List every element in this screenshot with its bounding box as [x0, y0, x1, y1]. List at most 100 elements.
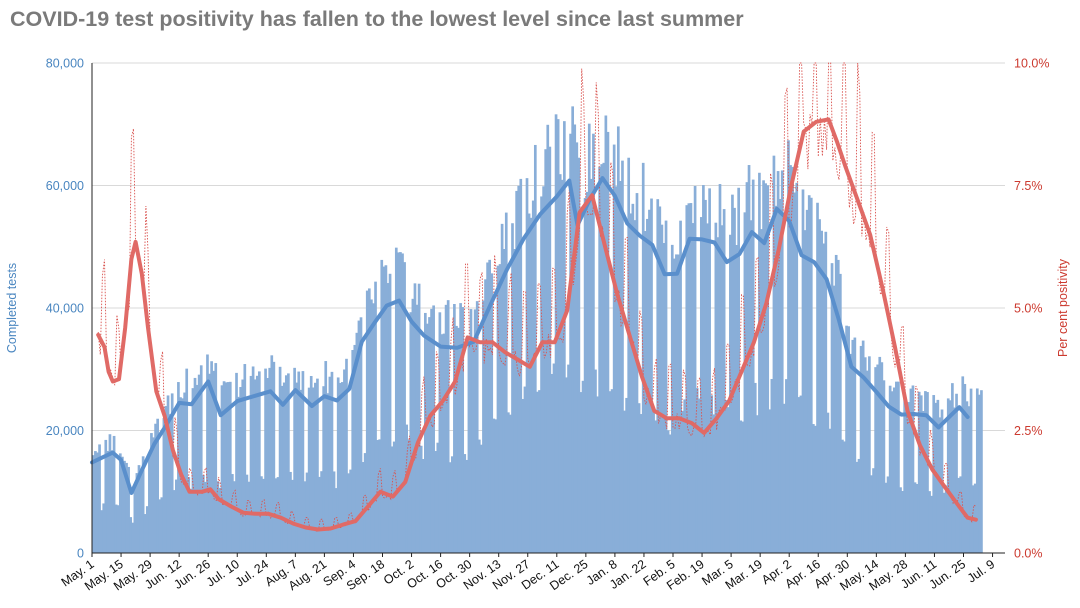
daily-tests-bar [442, 333, 446, 553]
daily-tests-bar [191, 388, 195, 553]
daily-tests-bar [959, 476, 963, 553]
daily-tests-bar [928, 491, 931, 553]
daily-tests-bar [228, 381, 232, 553]
daily-tests-bar [957, 477, 960, 553]
daily-tests-bar [946, 398, 950, 553]
daily-tests-bar [127, 466, 130, 553]
daily-tests-bar [502, 249, 506, 553]
daily-tests-bar [880, 362, 884, 553]
daily-tests-bar [405, 424, 408, 553]
daily-tests-bar [606, 131, 610, 553]
daily-tests-bar [475, 301, 479, 553]
daily-tests-bar [975, 388, 979, 553]
daily-tests-bar [175, 479, 178, 553]
daily-tests-bar [328, 376, 332, 553]
daily-tests-bar [587, 123, 591, 553]
y-right-tick-label: 2.5% [1014, 424, 1043, 438]
daily-tests-bar [162, 418, 166, 553]
daily-tests-bar [571, 106, 574, 554]
daily-tests-bar [733, 207, 736, 553]
daily-tests-bar [886, 476, 890, 553]
daily-tests-bar [876, 364, 880, 553]
daily-tests-bar [544, 149, 548, 553]
daily-tests-bar [330, 371, 334, 553]
daily-tests-bar [704, 199, 707, 553]
daily-tests-bar [965, 401, 969, 553]
daily-tests-bar [216, 481, 220, 553]
daily-tests-bar [785, 379, 788, 553]
daily-tests-bar [237, 396, 240, 553]
daily-tests-bar [673, 258, 676, 553]
daily-tests-bar [324, 361, 328, 553]
daily-tests-bar [116, 505, 120, 553]
daily-tests-bar [349, 469, 352, 553]
daily-tests-bar [521, 398, 525, 553]
daily-tests-bar [284, 375, 288, 553]
daily-tests-bar [695, 388, 699, 553]
daily-tests-bar [903, 394, 906, 553]
daily-tests-bar [436, 442, 440, 553]
daily-tests-bar [801, 189, 805, 553]
daily-tests-bar [944, 485, 948, 553]
daily-tests-bar [432, 305, 435, 553]
daily-tests-bar [980, 390, 983, 553]
daily-tests-bar [264, 368, 267, 553]
daily-tests-bar [542, 186, 545, 553]
daily-tests-bar [635, 193, 639, 554]
daily-tests-bar [567, 364, 570, 553]
daily-tests-bar [546, 124, 550, 553]
daily-tests-bar [621, 160, 624, 553]
daily-tests-bar [131, 522, 135, 553]
daily-tests-bar [768, 409, 772, 553]
daily-tests-bar [874, 367, 877, 553]
daily-tests-bar [648, 209, 651, 553]
daily-tests-bar [492, 418, 496, 553]
daily-tests-bar [382, 266, 386, 553]
daily-tests-bar [961, 376, 965, 553]
daily-tests-bar [809, 197, 813, 554]
daily-tests-bar [438, 312, 442, 553]
daily-tests-bar [141, 456, 145, 553]
daily-tests-bar [926, 392, 929, 553]
y-right-tick-label: 7.5% [1014, 179, 1043, 193]
daily-tests-bar [390, 446, 394, 553]
y-left-tick-label: 80,000 [46, 57, 84, 71]
daily-tests-bar [787, 140, 790, 553]
daily-tests-bar [888, 385, 892, 553]
daily-tests-bar [287, 373, 290, 553]
daily-tests-bar [338, 382, 342, 553]
daily-tests-bar [907, 402, 911, 553]
daily-tests-bar [884, 482, 888, 553]
daily-tests-bar [623, 410, 626, 553]
daily-tests-bar [563, 121, 566, 553]
daily-tests-bar [857, 458, 861, 553]
daily-tests-bar [243, 364, 247, 553]
daily-tests-bar [314, 382, 317, 553]
daily-tests-bar [185, 368, 189, 553]
daily-tests-bar [363, 453, 367, 553]
daily-tests-bar [158, 499, 162, 553]
daily-tests-bar [172, 490, 176, 553]
y-right-tick-label: 0.0% [1014, 547, 1043, 561]
daily-tests-bar [98, 444, 101, 553]
daily-tests-bar [268, 367, 272, 553]
daily-tests-bar [367, 288, 371, 553]
daily-tests-bar [749, 220, 753, 554]
daily-tests-bar [579, 392, 583, 553]
daily-tests-bar [693, 185, 697, 553]
daily-tests-bar [812, 424, 815, 553]
daily-tests-bar [868, 356, 871, 553]
daily-tests-bar [218, 487, 222, 553]
daily-tests-bar [612, 144, 616, 554]
daily-tests-bar [610, 389, 614, 553]
daily-tests-bar [548, 146, 552, 554]
daily-tests-bar [679, 220, 682, 553]
daily-tests-bar [106, 450, 110, 553]
daily-tests-bar [326, 393, 330, 553]
daily-tests-bar [486, 262, 489, 553]
daily-tests-bar [793, 192, 797, 554]
daily-tests-bar [519, 178, 523, 553]
daily-tests-bar [654, 420, 657, 553]
daily-tests-bar [278, 366, 282, 553]
